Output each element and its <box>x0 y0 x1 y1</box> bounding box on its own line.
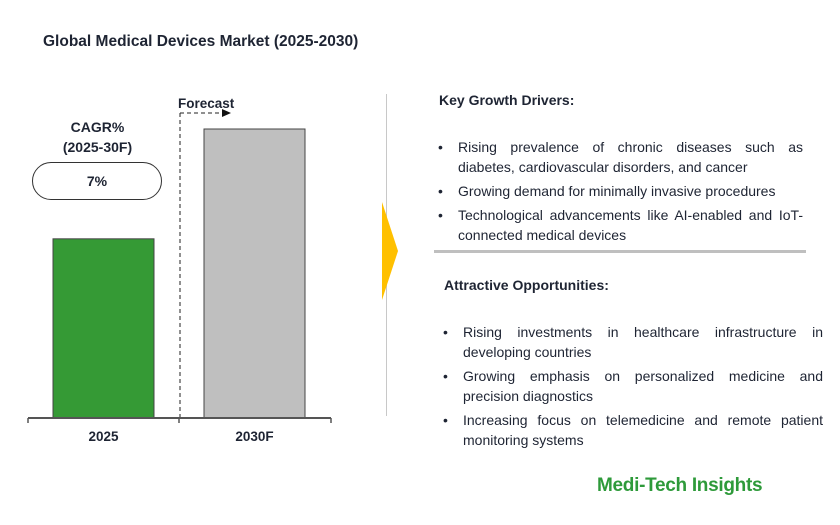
bullet-icon: • <box>438 183 443 199</box>
divider <box>434 250 806 253</box>
bar-2025 <box>52 238 155 419</box>
list-item: • Rising prevalence of chronic diseases s… <box>438 137 803 177</box>
bullet-icon: • <box>443 412 448 428</box>
item-text: Growing demand for minimally invasive pr… <box>458 183 776 199</box>
cagr-value-badge: 7% <box>32 162 162 200</box>
bullet-icon: • <box>438 139 443 155</box>
cagr-title: CAGR% <box>70 119 125 135</box>
x-tick-label-2025: 2025 <box>88 429 119 444</box>
drivers-list: • Rising prevalence of chronic diseases s… <box>438 137 803 249</box>
bar-chart <box>27 109 332 423</box>
list-item: • Rising investments in healthcare infras… <box>443 322 823 362</box>
item-text: Rising prevalence of chronic diseases su… <box>458 139 803 175</box>
cagr-label: CAGR% (2025-30F) <box>40 117 155 157</box>
opportunities-list: • Rising investments in healthcare infras… <box>443 322 823 454</box>
brand-logo: Medi-Tech Insights <box>597 475 763 496</box>
x-tick-label-2030f: 2030F <box>235 429 274 444</box>
item-text: Technological advancements like AI-enabl… <box>458 207 803 243</box>
list-item: • Increasing focus on telemedicine and re… <box>443 410 823 450</box>
bullet-icon: • <box>438 207 443 223</box>
list-item: • Growing demand for minimally invasive p… <box>438 181 803 201</box>
opportunities-heading: Attractive Opportunities: <box>444 277 609 293</box>
item-text: Increasing focus on telemedicine and rem… <box>463 412 823 448</box>
forecast-label: Forecast <box>178 96 235 111</box>
cagr-period: (2025-30F) <box>62 139 133 155</box>
chevron-right-icon <box>382 202 398 300</box>
bar-2030f <box>203 128 306 419</box>
item-text: Rising investments in healthcare infrast… <box>463 324 823 360</box>
list-item: • Technological advancements like AI-enab… <box>438 205 803 245</box>
forecast-arrow-icon <box>222 109 231 117</box>
bullet-icon: • <box>443 324 448 340</box>
list-item: • Growing emphasis on personalized medici… <box>443 366 823 406</box>
bullet-icon: • <box>443 368 448 384</box>
cagr-value: 7% <box>86 173 108 189</box>
item-text: Growing emphasis on personalized medicin… <box>463 368 823 404</box>
page-title: Global Medical Devices Market (2025-2030… <box>43 33 359 50</box>
drivers-heading: Key Growth Drivers: <box>439 92 575 108</box>
